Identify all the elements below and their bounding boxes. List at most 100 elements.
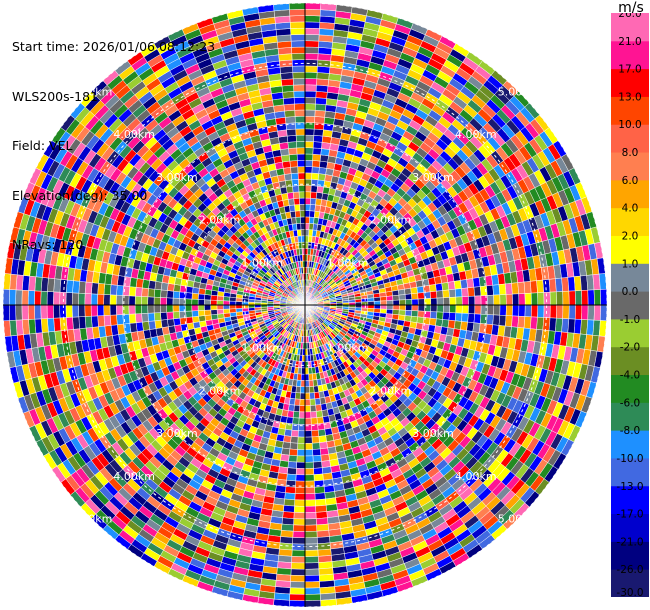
ppi-bin [304, 116, 316, 124]
ppi-bin [309, 386, 315, 394]
ppi-bin [103, 314, 112, 327]
ppi-bin [122, 285, 131, 297]
ppi-bin [307, 361, 312, 369]
ppi-bin [398, 294, 406, 301]
ppi-bin [3, 273, 12, 290]
ppi-bin [296, 449, 306, 457]
ppi-bin [294, 486, 306, 494]
ppi-bin [313, 479, 325, 488]
ppi-bin [304, 229, 310, 237]
ppi-bin [312, 153, 322, 162]
ppi-bin [319, 160, 328, 169]
ppi-bin [319, 447, 329, 456]
ppi-bin [301, 367, 306, 375]
ppi-bin [429, 284, 437, 293]
ppi-bin [537, 304, 545, 318]
ppi-bin [229, 300, 237, 306]
ppi-bin [317, 173, 326, 181]
instrument-text: WLS200s-181 [12, 88, 98, 104]
ppi-bin [46, 291, 54, 306]
ppi-bin [293, 518, 306, 526]
ppi-bin [284, 429, 293, 437]
ppi-bin [191, 304, 199, 312]
ppi-bin [304, 134, 315, 142]
ppi-bin [308, 367, 313, 375]
ppi-bin [308, 379, 314, 387]
ppi-bin [65, 292, 73, 306]
ppi-bin [315, 97, 327, 106]
ppi-bin [116, 314, 124, 325]
ppi-bin [304, 600, 322, 608]
ppi-bin [289, 593, 306, 601]
ppi-bin [317, 53, 332, 62]
ppi-bin [2, 288, 10, 306]
ppi-bin [103, 304, 111, 316]
ppi-bin [289, 587, 306, 595]
ppi-bin [286, 467, 297, 475]
ppi-bin [304, 537, 318, 545]
ppi-bin [392, 299, 400, 306]
ppi-bin [53, 291, 61, 306]
ppi-bin [304, 574, 320, 583]
ppi-bin [310, 185, 318, 193]
ppi-bin [167, 318, 175, 327]
ppi-bin [304, 486, 316, 494]
ppi-bin [367, 301, 375, 306]
ppi-bin [442, 304, 450, 313]
ppi-bin [154, 281, 163, 291]
ppi-bin [373, 300, 381, 306]
ppi-bin [294, 493, 306, 501]
ppi-bin [304, 373, 310, 381]
ppi-bin [204, 314, 213, 322]
ppi-bin [222, 300, 230, 306]
ppi-bin [304, 455, 314, 463]
ppi-bin [128, 304, 136, 315]
ppi-bin [185, 298, 193, 306]
ppi-bin [555, 277, 563, 293]
ppi-bin [304, 556, 319, 564]
ppi-bin [304, 197, 311, 205]
ppi-bin [297, 442, 306, 450]
ppi-bin [549, 291, 557, 306]
ppi-bin [197, 310, 206, 317]
ppi-bin [278, 548, 293, 557]
ppi-bin [555, 317, 563, 333]
ppi-bin [135, 313, 143, 324]
ppi-bin [235, 304, 243, 309]
ppi-bin [288, 454, 298, 463]
ppi-bin [116, 304, 124, 316]
ppi-bin [314, 397, 322, 406]
ppi-bin [530, 304, 539, 318]
ppi-bin [304, 216, 310, 224]
ppi-bin [436, 304, 444, 313]
ppi-bin [474, 304, 482, 315]
ppi-bin [479, 285, 488, 297]
ppi-bin [430, 304, 438, 313]
ppi-bin [72, 316, 80, 330]
ppi-bin [304, 568, 320, 576]
ppi-bin [448, 288, 457, 298]
ppi-bin [172, 297, 180, 306]
ppi-bin [397, 288, 406, 296]
ppi-bin [435, 283, 443, 292]
ppi-bin [315, 517, 329, 526]
ppi-bin [304, 430, 313, 438]
ppi-bin [310, 191, 318, 199]
ppi-bin [284, 492, 296, 501]
ppi-bin [304, 210, 311, 218]
ppi-bin [504, 283, 513, 295]
ppi-bin [524, 304, 532, 318]
ppi-bin [574, 304, 583, 320]
ppi-bin [461, 287, 469, 298]
ppi-bin [235, 308, 243, 313]
ppi-bin [185, 292, 193, 300]
ppi-bin [581, 304, 589, 321]
ppi-bin [304, 166, 313, 174]
ppi-bin [304, 78, 318, 86]
ppi-bin [304, 505, 317, 513]
ppi-bin [493, 294, 501, 306]
ppi-bin [312, 461, 323, 469]
ppi-bin [198, 315, 206, 322]
ppi-bin [318, 167, 327, 175]
ppi-bin [46, 304, 54, 319]
